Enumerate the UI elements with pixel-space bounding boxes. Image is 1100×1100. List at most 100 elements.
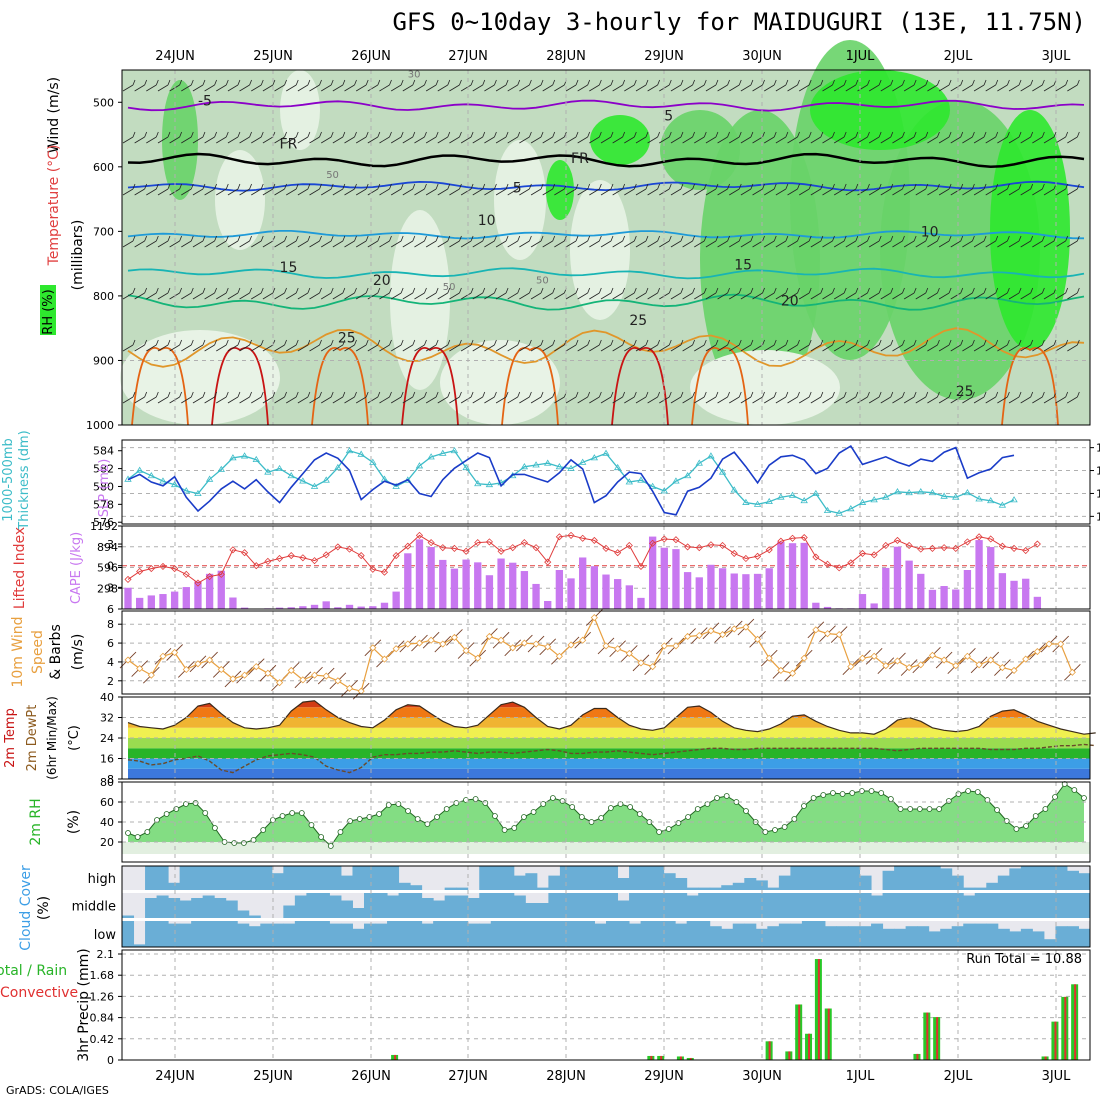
rh-2m-point [202,810,209,816]
upper-wind-barb [787,292,798,300]
upper-wind-barb-flag [575,235,579,242]
rh-shade-blob [280,70,320,150]
wind-speed-point [275,679,284,687]
upper-wind-barb-flag [540,339,544,346]
thickness-point [264,468,272,475]
upper-wind-barb [752,240,763,248]
upper-wind-barb [495,188,507,196]
ylabel-rh: RH (%) [41,289,56,334]
upper-wind-barb [367,344,379,352]
upper-wind-barb [600,188,612,196]
upper-wind-barb [390,240,402,248]
cloud-bar [882,928,895,947]
upper-wind-barb-flag [284,391,287,398]
upper-wind-barb-flag [587,391,591,398]
cloud-bar [122,921,135,947]
upper-wind-barb [274,396,285,404]
upper-wind-barb-flag [563,235,567,242]
wind-speed-point [963,652,971,660]
upper-wind-barb [647,136,658,144]
upper-wind-barb-flag [960,391,964,398]
upper-wind-barb-flag [843,287,847,294]
isotherm-label: 10 [478,213,496,229]
upper-wind-barb [670,136,682,144]
upper-wind-barb [950,188,961,196]
upper-wind-barb [635,240,647,248]
upper-wind-barb [903,240,915,248]
upper-wind-barb [204,188,215,196]
rh-2m-point [405,808,411,814]
upper-wind-barb [1020,240,1031,248]
upper-wind-barb-flag [354,131,357,138]
cloud-bar [467,923,480,947]
upper-wind-barb [600,240,612,248]
upper-wind-barb [437,344,448,352]
rh-2m-point [801,803,807,809]
precip-tick-label: 1.26 [90,990,115,1003]
ylabel-temperature: Temperature (°C) [46,145,62,267]
upper-wind-barb [927,344,938,352]
upper-wind-barb [589,84,600,92]
upper-wind-barb [635,84,647,92]
wind-speed-point [742,623,750,631]
upper-wind-barb [997,240,1008,248]
upper-wind-barb-flag [132,235,136,242]
upper-wind-barb [915,344,926,352]
thickness-point [800,496,808,504]
upper-wind-barb [857,292,868,300]
temp-band [128,707,1090,718]
rh-2m-point [492,813,498,819]
cape-bar [602,574,610,609]
cloud-bar [928,866,941,890]
upper-wind-barb [845,396,857,404]
lifted-index-point [334,543,342,551]
upper-wind-barb-flag [890,131,894,138]
upper-wind-barb-flag [843,183,847,190]
rh-2m-point [665,826,672,832]
cloud-bar [329,895,342,918]
rh-2m-point [743,808,749,814]
cloud-bar [225,900,238,918]
upper-wind-barb [565,396,577,404]
upper-wind-barb-flag [855,287,859,294]
precip-tick-label: 0 [107,1054,114,1067]
upper-wind-barb [192,240,204,248]
upper-wind-barb [157,136,169,144]
upper-wind-barb [600,344,612,352]
upper-wind-barb [833,292,845,300]
rh-2m-point [830,790,836,796]
upper-wind-barb-flag [552,339,556,346]
cloud-bar [836,866,849,890]
upper-wind-barb [542,344,553,352]
wind-speed-point [217,665,225,674]
upper-wind-barb [484,188,495,196]
lifted-index-point [147,565,155,573]
cape-bar [509,562,517,609]
upper-wind-barb-flag [1030,287,1034,294]
upper-wind-barb [985,344,996,352]
upper-wind-barb-flag [668,339,672,346]
cape-bar [613,579,622,609]
wind-speed-point [147,671,155,679]
upper-wind-barb [146,188,157,196]
upper-wind-barb-flag [575,131,579,138]
wind-speed-point [509,644,517,652]
upper-wind-barb [670,84,682,92]
thickness-point [858,498,867,505]
upper-wind-barb [973,292,985,300]
upper-wind-barb [938,240,950,248]
upper-wind-barb-flag [680,391,684,398]
wind-speed-point [788,669,797,677]
rh-2m-point [945,798,952,804]
upper-wind-barb-flag [703,131,707,138]
upper-wind-barb-flag [750,339,754,346]
upper-wind-barb-flag [598,391,602,398]
isotherm-label: 25 [629,313,647,329]
upper-wind-barb [1055,240,1066,248]
upper-wind-barb [286,344,297,352]
upper-wind-barb [915,396,926,404]
upper-wind-barb [274,292,285,300]
upper-wind-barb-flag [1030,183,1034,190]
upper-wind-barb [740,84,752,92]
